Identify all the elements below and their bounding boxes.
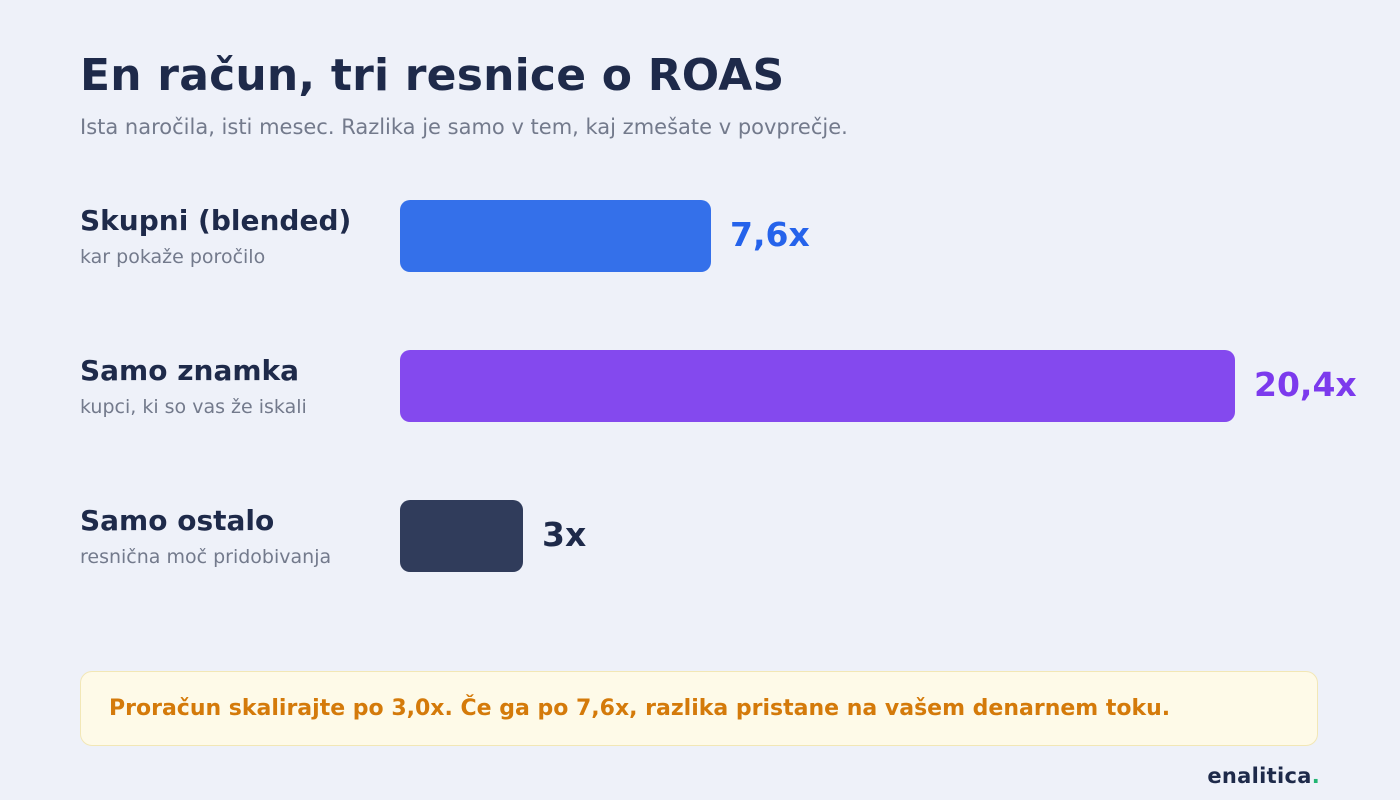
brand-logo: enalitica.: [1207, 764, 1320, 788]
brand-dot: .: [1311, 764, 1320, 788]
category-sublabel: kupci, ki so vas že iskali: [80, 396, 307, 418]
category-label: Samo ostalo: [80, 504, 275, 537]
bar-row: Samo ostalo resnična moč pridobivanja 3x: [0, 500, 1400, 572]
bar-value-label: 20,4x: [1254, 365, 1357, 404]
brand-name: enalitica: [1207, 764, 1312, 788]
category-label: Skupni (blended): [80, 204, 352, 237]
callout-text: Proračun skalirajte po 3,0x. Če ga po 7,…: [109, 696, 1171, 721]
bar-row: Samo znamka kupci, ki so vas že iskali 2…: [0, 350, 1400, 422]
category-sublabel: kar pokaže poročilo: [80, 246, 266, 268]
bar: [400, 500, 523, 572]
chart-subtitle: Ista naročila, isti mesec. Razlika je sa…: [80, 115, 848, 139]
category-sublabel: resnična moč pridobivanja: [80, 546, 332, 568]
callout-box: Proračun skalirajte po 3,0x. Če ga po 7,…: [80, 671, 1318, 746]
category-label: Samo znamka: [80, 354, 300, 387]
bar: [400, 200, 711, 272]
chart-title: En račun, tri resnice o ROAS: [80, 50, 785, 101]
bar-value-label: 7,6x: [730, 215, 810, 254]
bar-value-label: 3x: [542, 515, 587, 554]
bar-row: Skupni (blended) kar pokaže poročilo 7,6…: [0, 200, 1400, 272]
bar: [400, 350, 1235, 422]
